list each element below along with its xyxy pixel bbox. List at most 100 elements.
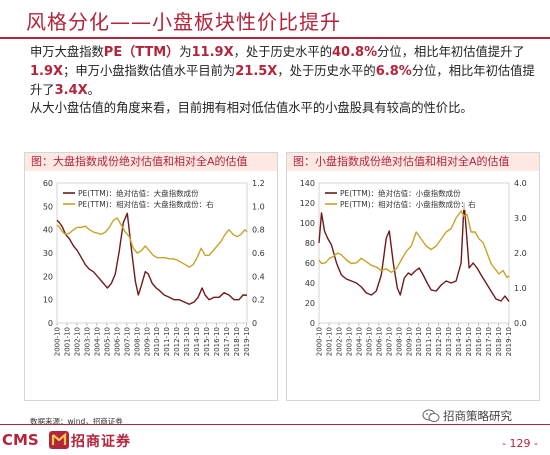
small-cap-legend-label-0: PE(TTM)：绝对估值：小盘指数成份 (340, 188, 461, 198)
summary-paragraph: 申万大盘指数PE（TTM）为11.9X，处于历史水平的40.8%分位，相比年初估… (30, 43, 542, 100)
small-cap-ytick-left-7: 140 (300, 179, 315, 188)
para1-text-2: 为 (179, 45, 192, 59)
small-cap-xtick-8: 2008-10 (395, 327, 403, 356)
para1-text-6: ，处于历史水平的 (277, 64, 376, 78)
small-cap-xtick-13: 2013-10 (445, 327, 453, 356)
large-cap-ytick-right-4: 0.8 (252, 226, 265, 235)
large-cap-ytick-left-5: 50 (43, 202, 53, 211)
small-cap-series-line-0 (318, 202, 510, 302)
small-cap-xtick-1: 2001-10 (325, 327, 333, 356)
large-cap-ytick-left-6: 60 (43, 179, 53, 188)
para1-text-5: ；申万小盘指数估值水平目前为 (63, 64, 236, 78)
data-source-note: 数据来源：wind，招商证券 (30, 417, 123, 426)
large-cap-xtick-7: 2007-10 (123, 327, 131, 356)
large-cap-xtick-11: 2011-10 (163, 327, 171, 356)
company-logo-icon (49, 431, 69, 449)
large-cap-xtick-8: 2008-10 (133, 327, 141, 356)
large-cap-xtick-2: 2002-10 (73, 327, 81, 356)
large-cap-legend-label-1: PE(TTM)：相对估值：大盘指数成份：右 (78, 199, 214, 209)
large-cap-series-line-1 (56, 217, 248, 268)
small-cap-xtick-6: 2006-10 (375, 327, 383, 356)
company-logo-text: CMS (2, 431, 39, 449)
para1-highlight-1: PE（TTM） (103, 45, 180, 60)
large-cap-ytick-left-3: 30 (43, 249, 53, 258)
page-title: 风格分化——小盘板块性价比提升 (26, 10, 341, 34)
small-cap-ytick-left-4: 80 (305, 239, 315, 248)
small-cap-ytick-right-2: 2.0 (514, 249, 527, 258)
large-cap-xtick-1: 2001-10 (63, 327, 71, 356)
para1-highlight-6: 6.8% (375, 64, 412, 79)
para1-text-1: 申万大盘指数 (30, 45, 104, 59)
large-cap-ytick-right-3: 0.6 (252, 249, 265, 258)
para1-text-8: 。 (87, 83, 100, 97)
small-cap-xtick-10: 2010-10 (415, 327, 423, 356)
small-cap-ytick-right-1: 1.0 (514, 284, 527, 293)
small-cap-legend-box (323, 186, 473, 210)
small-cap-xtick-4: 2004-10 (355, 327, 363, 356)
para1-highlight-4: 1.9X (30, 64, 64, 79)
large-cap-ytick-right-1: 0.2 (252, 296, 265, 305)
small-cap-figure-title: 图：小盘指数成份绝对估值和相对全A的估值 (287, 153, 539, 171)
para1-highlight-7: 3.4X (54, 83, 88, 98)
para1-text-4: 分位，相比年初估值提升了 (377, 45, 525, 59)
small-cap-ytick-left-5: 100 (300, 219, 315, 228)
small-cap-xtick-19: 2019-10 (505, 327, 513, 356)
small-cap-plot-frame (318, 182, 510, 324)
large-cap-xtick-0: 2000-10 (54, 327, 62, 356)
small-cap-ytick-left-2: 40 (305, 279, 315, 288)
large-cap-figure: 图：大盘指数成份绝对估值和相对全A的估值 0 10 20 30 40 50 60 0 0.2 0.… (24, 152, 278, 401)
conclusion-paragraph: 从大小盘估值的角度来看，目前拥有相对低估值水平的小盘股具有较高的性价比。 (30, 101, 473, 115)
para1-text-7: 分位，相比年初估值提升了 (30, 64, 535, 97)
large-cap-legend-box (61, 186, 211, 210)
para1-text-3: ，处于历史水平的 (233, 45, 332, 59)
large-cap-ytick-left-4: 40 (43, 226, 53, 235)
large-cap-ytick-right-5: 1.0 (252, 202, 265, 211)
para1-highlight-5: 21.5X (235, 64, 278, 79)
large-cap-xtick-4: 2004-10 (93, 327, 101, 356)
large-cap-legend-label-0: PE(TTM)：绝对估值：大盘指数成份 (78, 188, 199, 198)
small-cap-xtick-0: 2000-10 (316, 327, 324, 356)
footer-rule (0, 424, 550, 425)
small-cap-xtick-17: 2017-10 (485, 327, 493, 356)
large-cap-xtick-9: 2009-10 (143, 327, 151, 356)
para1-highlight-2: 11.9X (191, 45, 234, 60)
para1-highlight-3: 40.8% (332, 45, 378, 60)
small-cap-xtick-2: 2002-10 (335, 327, 343, 356)
small-cap-ytick-right-3: 3.0 (514, 214, 527, 223)
large-cap-xtick-19: 2019-10 (243, 327, 251, 356)
large-cap-xtick-15: 2015-10 (203, 327, 211, 356)
large-cap-xtick-14: 2014-10 (193, 327, 201, 356)
large-cap-xtick-10: 2010-10 (153, 327, 161, 356)
page-number: - 129 - (502, 437, 538, 450)
small-cap-xtick-12: 2012-10 (435, 327, 443, 356)
large-cap-ytick-right-6: 1.2 (252, 179, 265, 188)
large-cap-xtick-17: 2017-10 (223, 327, 231, 356)
small-cap-xtick-18: 2018-10 (495, 327, 503, 356)
large-cap-xtick-16: 2016-10 (213, 327, 221, 356)
large-cap-xtick-12: 2012-10 (173, 327, 181, 356)
small-cap-figure: 图：小盘指数成份绝对估值和相对全A的估值 0 20 40 60 80 100 120 140 0… (286, 152, 540, 401)
small-cap-xtick-15: 2015-10 (465, 327, 473, 356)
large-cap-xtick-3: 2003-10 (83, 327, 91, 356)
small-cap-ytick-right-4: 4.0 (514, 179, 527, 188)
small-cap-ytick-left-3: 60 (305, 259, 315, 268)
small-cap-xtick-7: 2007-10 (385, 327, 393, 356)
large-cap-xtick-6: 2006-10 (113, 327, 121, 356)
company-name: 招商证券 (71, 434, 131, 450)
small-cap-ytick-right-0: 0.0 (514, 319, 527, 328)
large-cap-ytick-right-0: 0 (252, 319, 257, 328)
small-cap-ytick-left-6: 120 (300, 199, 315, 208)
small-cap-legend-label-1: PE(TTM)：相对估值：小盘指数成份：右 (340, 199, 476, 209)
small-cap-chart: 0 20 40 60 80 100 120 140 0.0 1.0 2.0 3.0 4.0 2000-10… (300, 179, 527, 356)
large-cap-xtick-13: 2013-10 (183, 327, 191, 356)
wechat-account-name: 招商策略研究 (443, 409, 512, 423)
large-cap-ytick-left-2: 20 (43, 272, 53, 281)
small-cap-xtick-3: 2003-10 (345, 327, 353, 356)
small-cap-xtick-11: 2011-10 (425, 327, 433, 356)
large-cap-xtick-18: 2018-10 (233, 327, 241, 356)
large-cap-plot-frame (56, 182, 248, 324)
small-cap-ytick-left-1: 20 (305, 299, 315, 308)
large-cap-ytick-left-1: 10 (43, 296, 53, 305)
small-cap-xtick-5: 2005-10 (365, 327, 373, 356)
